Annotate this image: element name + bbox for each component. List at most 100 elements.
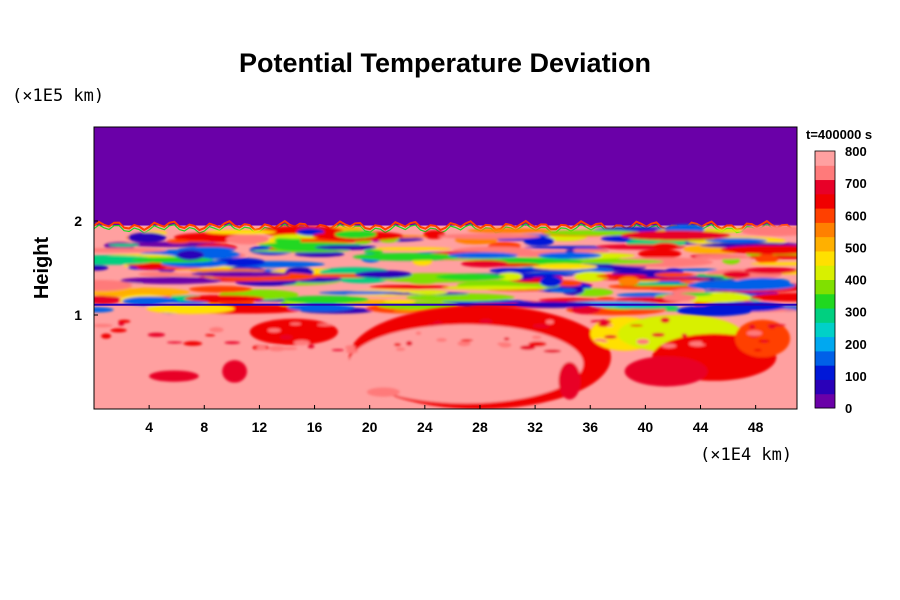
colorbar-swatch	[815, 165, 835, 181]
filament	[438, 233, 541, 239]
speck	[766, 324, 786, 327]
filament	[676, 305, 753, 317]
speck	[395, 347, 406, 351]
filament	[638, 249, 682, 259]
filament	[364, 249, 384, 254]
speck	[224, 341, 241, 345]
x-tick-label: 32	[527, 419, 543, 435]
filament	[94, 279, 133, 292]
colorbar-tick-label: 400	[845, 273, 867, 288]
colorbar-swatch	[815, 222, 835, 238]
speck	[604, 335, 617, 339]
speck	[746, 330, 763, 336]
speck	[593, 338, 606, 342]
lower-plumes	[94, 305, 791, 409]
filament	[423, 230, 446, 239]
speck	[598, 319, 612, 324]
speck	[460, 339, 474, 342]
filament	[354, 270, 413, 279]
filament	[334, 230, 377, 239]
speck	[761, 340, 768, 343]
filament	[383, 299, 416, 304]
speck	[166, 341, 183, 344]
filament	[166, 239, 191, 244]
filament	[94, 255, 160, 265]
filament	[558, 259, 664, 264]
speck	[636, 338, 650, 345]
x-tick-label: 28	[472, 419, 488, 435]
speck	[204, 334, 216, 337]
speck	[147, 332, 166, 337]
colorbar-swatch	[815, 308, 835, 323]
colorbar-swatch	[815, 350, 835, 366]
speck	[528, 341, 547, 347]
filament	[225, 233, 270, 245]
plume	[366, 387, 401, 397]
speck	[457, 340, 471, 347]
speck	[279, 335, 293, 340]
colorbar-swatch	[815, 293, 835, 309]
base-streak	[94, 303, 797, 306]
filament	[750, 262, 797, 266]
filament	[720, 245, 797, 255]
speck	[268, 345, 286, 352]
speck	[547, 328, 562, 334]
filament	[705, 238, 768, 243]
speck	[293, 339, 310, 346]
speck	[545, 319, 554, 325]
plume	[558, 362, 581, 400]
filament	[497, 272, 523, 281]
filament	[489, 267, 536, 274]
plume	[222, 360, 248, 383]
chart-title: Potential Temperature Deviation	[239, 48, 651, 78]
speck	[689, 348, 709, 354]
colorbar-swatch	[815, 365, 835, 380]
speck	[406, 341, 413, 346]
filament	[573, 247, 609, 254]
speck	[597, 322, 610, 327]
speck	[661, 343, 677, 349]
x-tick-label: 40	[638, 419, 654, 435]
filament	[750, 292, 797, 302]
speck	[331, 349, 345, 352]
speck	[345, 345, 356, 350]
filament	[442, 285, 548, 290]
speck	[433, 321, 443, 326]
speck	[256, 345, 267, 351]
filament	[550, 288, 577, 293]
filament	[352, 253, 460, 261]
colorbar-tick-label: 100	[845, 369, 867, 384]
turbulent-filaments	[94, 224, 797, 317]
x-tick-label: 24	[417, 419, 433, 435]
speck	[630, 324, 643, 327]
x-tick-label: 8	[200, 419, 208, 435]
plume	[624, 356, 708, 387]
filament	[406, 293, 515, 302]
filament	[539, 276, 562, 287]
filament	[618, 276, 640, 286]
speck	[267, 328, 281, 333]
x-tick-label: 48	[748, 419, 764, 435]
filament	[448, 252, 518, 259]
filament	[314, 244, 377, 250]
filament	[146, 303, 235, 314]
filament	[596, 274, 648, 279]
speck	[307, 344, 315, 349]
speck	[503, 337, 510, 341]
speck	[651, 332, 665, 337]
speck	[519, 345, 536, 350]
speck	[427, 323, 436, 327]
speck	[708, 346, 726, 351]
filament	[94, 247, 167, 253]
filament	[556, 281, 582, 287]
colorbar-swatch	[815, 379, 835, 395]
speck	[280, 346, 298, 351]
filament	[94, 295, 121, 305]
filament	[370, 247, 452, 251]
plume	[734, 319, 791, 358]
speck	[499, 342, 512, 348]
speck	[183, 341, 203, 346]
filament	[128, 232, 167, 243]
x-tick-label: 44	[693, 419, 709, 435]
